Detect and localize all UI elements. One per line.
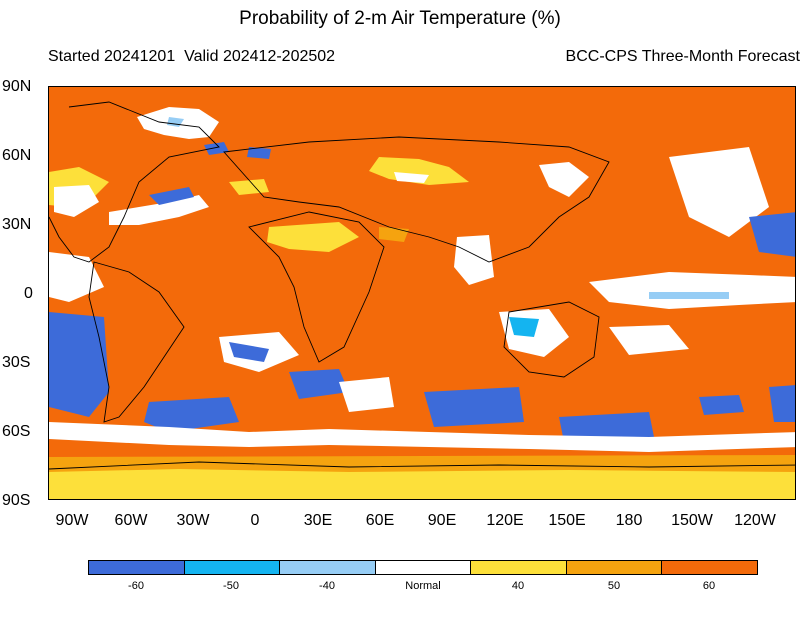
south-indian-blue-2 [424, 387, 524, 427]
siberia-yellow [369, 157, 469, 185]
lat-label-60s: 60S [2, 423, 31, 440]
forecast-map [48, 86, 796, 500]
legend-label-above-60: 60 [702, 580, 716, 592]
lon-label-180: 180 [615, 512, 643, 529]
probability-legend [88, 560, 758, 575]
legend-label-below-40: -40 [319, 580, 335, 592]
map-title: Probability of 2-m Air Temperature (%) [239, 8, 561, 29]
legend-box-above-60 [662, 561, 758, 574]
legend-label-below-60: -60 [128, 580, 144, 592]
arabia-orange [379, 227, 409, 242]
east-asia-white [539, 162, 589, 197]
legend-box-below-60 [89, 561, 185, 574]
lon-label-30e: 30E [303, 512, 333, 529]
north-atlantic-blue-1 [204, 142, 229, 155]
lon-label-90e: 90E [427, 512, 457, 529]
lat-label-equator: 0 [24, 285, 33, 302]
north-america-outline [49, 101, 220, 263]
lat-label-90s: 90S [2, 492, 31, 509]
lon-label-0: 0 [250, 512, 260, 529]
south-indian-blue-1 [289, 369, 349, 399]
southern-ocean-white-belt [49, 422, 795, 452]
south-pacific-blue [699, 395, 744, 415]
north-atlantic-blue-2 [247, 147, 271, 159]
legend-label-above-50: 50 [607, 580, 621, 592]
legend-box-above-50 [566, 561, 663, 574]
legend-box-normal [375, 561, 472, 574]
forecast-dates: Started 20241201 Valid 202412-202502 [48, 48, 336, 65]
atlantic-white-band [109, 195, 209, 225]
lat-label-30n: 30N [2, 216, 32, 233]
south-asia-white [454, 235, 494, 285]
map-field-svg [49, 87, 795, 499]
antarctica-outline [49, 461, 795, 470]
legend-box-below-50 [184, 561, 281, 574]
north-america-white [54, 185, 99, 217]
lon-label-120w: 120W [734, 512, 776, 529]
africa-yellow [267, 222, 359, 252]
southern-ocean-blue [559, 412, 654, 442]
south-atlantic-blue [229, 342, 269, 362]
lon-label-30w: 30W [176, 512, 210, 529]
lon-label-90w: 90W [55, 512, 89, 529]
south-indian-white [339, 377, 394, 412]
south-pacific-white [609, 325, 689, 355]
australia-blue [509, 317, 539, 337]
south-america-outline [88, 261, 185, 423]
legend-label-below-50: -50 [223, 580, 239, 592]
lon-label-60w: 60W [114, 512, 148, 529]
africa-outline [248, 211, 385, 363]
tropical-pacific-white [589, 272, 795, 309]
legend-box-above-40 [471, 561, 567, 574]
lon-label-150e: 150E [548, 512, 586, 529]
australia-outline [503, 301, 600, 378]
north-pacific-white [669, 147, 769, 237]
legend-label-normal: Normal [405, 580, 441, 592]
tropical-pacific-light-blue [649, 292, 729, 299]
south-atlantic-blue-2 [144, 397, 239, 432]
southeast-pacific-blue [49, 312, 109, 417]
lon-label-60e: 60E [365, 512, 395, 529]
continent-outlines [49, 101, 795, 470]
lon-label-150w: 150W [671, 512, 713, 529]
antarctica-yellow [49, 469, 795, 499]
east-pacific-blue [749, 212, 795, 257]
eurasia-outline [223, 136, 610, 263]
legend-box-below-40 [280, 561, 376, 574]
atlantic-below-patch [149, 187, 194, 205]
southeast-pacific-blue-2 [769, 385, 795, 422]
lon-label-120e: 120E [486, 512, 524, 529]
siberia-white [394, 172, 429, 183]
lat-label-90n: 90N [2, 78, 32, 95]
forecast-source: BCC-CPS Three-Month Forecast [565, 48, 800, 65]
lat-label-30s: 30S [2, 354, 31, 371]
lat-label-60n: 60N [2, 147, 32, 164]
legend-label-above-40: 40 [511, 580, 525, 592]
